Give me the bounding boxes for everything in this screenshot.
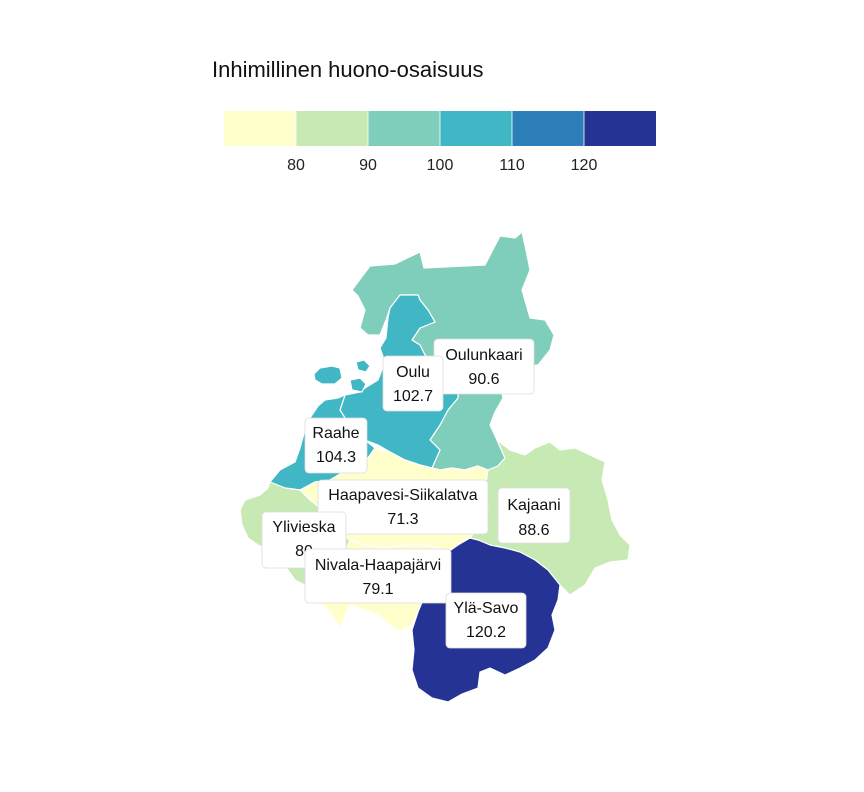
legend-bin xyxy=(512,111,584,146)
label-oulu: Oulu 102.7 xyxy=(382,355,444,412)
map-regions xyxy=(239,231,631,703)
legend-bin xyxy=(440,111,512,146)
region-name-label: Ylä-Savo xyxy=(454,600,519,617)
region-oulu-island[interactable] xyxy=(349,377,367,393)
legend-colorbar xyxy=(224,111,656,146)
legend-ticks: 80 90 100 110 120 xyxy=(287,157,597,174)
label-nivala: Nivala-Haapajärvi 79.1 xyxy=(304,548,452,604)
legend-tick-label: 80 xyxy=(287,157,305,174)
label-haapavesi: Haapavesi-Siikalatva 71.3 xyxy=(317,479,489,535)
label-raahe: Raahe 104.3 xyxy=(304,417,368,474)
region-name-label: Oulunkaari xyxy=(445,347,522,364)
region-value-label: 102.7 xyxy=(393,388,433,405)
region-value-label: 104.3 xyxy=(316,449,356,466)
legend-tick-label: 100 xyxy=(427,157,454,174)
legend-tick-label: 120 xyxy=(571,157,598,174)
region-value-label: 120.2 xyxy=(466,624,506,641)
region-name-label: Raahe xyxy=(312,425,359,442)
map-labels: Oulunkaari 90.6 Oulu 102.7 Raahe 104.3 H… xyxy=(261,338,571,649)
label-kajaani: Kajaani 88.6 xyxy=(497,487,571,544)
region-value-label: 71.3 xyxy=(387,511,418,528)
region-oulu-island[interactable] xyxy=(313,365,343,385)
region-name-label: Kajaani xyxy=(507,497,560,514)
legend-bin xyxy=(296,111,368,146)
legend-tick-label: 90 xyxy=(359,157,377,174)
region-value-label: 79.1 xyxy=(362,581,393,598)
legend-bin xyxy=(368,111,440,146)
legend-bin xyxy=(584,111,656,146)
legend-tick-label: 110 xyxy=(499,157,525,174)
region-name-label: Ylivieska xyxy=(272,519,335,536)
region-name-label: Oulu xyxy=(396,364,430,381)
region-name-label: Nivala-Haapajärvi xyxy=(315,557,441,574)
region-name-label: Haapavesi-Siikalatva xyxy=(328,487,478,504)
region-oulu-island[interactable] xyxy=(355,359,371,373)
label-ylasavo: Ylä-Savo 120.2 xyxy=(445,592,527,649)
label-oulunkaari: Oulunkaari 90.6 xyxy=(433,338,535,395)
region-value-label: 88.6 xyxy=(518,522,549,539)
region-value-label: 90.6 xyxy=(468,371,499,388)
legend-title: Inhimillinen huono-osaisuus xyxy=(212,57,484,82)
legend-bin xyxy=(224,111,296,146)
